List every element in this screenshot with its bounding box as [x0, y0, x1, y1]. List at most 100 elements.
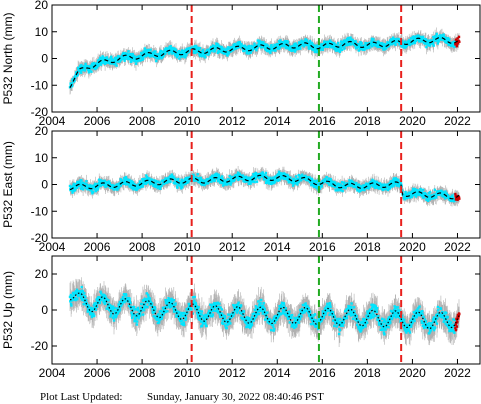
- data-point: [246, 46, 250, 49]
- data-point: [446, 37, 450, 40]
- data-point: [144, 178, 147, 182]
- data-point: [174, 48, 178, 51]
- data-point: [119, 184, 123, 187]
- data-point: [226, 54, 229, 57]
- data-point: [445, 38, 449, 42]
- x-tick-label: 2014: [264, 114, 291, 128]
- data-point: [114, 62, 117, 65]
- data-point: [360, 48, 363, 51]
- data-point: [382, 42, 386, 46]
- data-point: [191, 176, 194, 179]
- data-point: [265, 181, 268, 185]
- data-point: [179, 184, 183, 187]
- data-point: [424, 38, 428, 41]
- data-point: [228, 182, 231, 185]
- data-point: [131, 181, 135, 184]
- data-point: [338, 50, 342, 53]
- data-point: [167, 47, 170, 50]
- data-point: [94, 67, 97, 71]
- data-point: [154, 50, 157, 53]
- data-point: [94, 189, 98, 193]
- data-point: [354, 40, 357, 43]
- y-tick-label: 20: [35, 0, 49, 12]
- data-point: [109, 61, 113, 65]
- data-point: [265, 43, 268, 46]
- data-point: [308, 39, 312, 43]
- data-point: [216, 42, 219, 46]
- data-point: [92, 61, 96, 65]
- data-point: [116, 58, 119, 61]
- data-point: [239, 174, 242, 177]
- data-point: [217, 174, 221, 177]
- data-point: [153, 179, 156, 182]
- data-point: [256, 39, 259, 42]
- data-point: [273, 180, 277, 184]
- data-point: [187, 180, 190, 184]
- data-point: [124, 175, 128, 179]
- data-point: [142, 57, 145, 60]
- data-point: [243, 46, 246, 49]
- data-point: [413, 38, 417, 41]
- data-point: [293, 48, 296, 52]
- data-point: [150, 178, 154, 182]
- data-point: [221, 177, 224, 181]
- data-point: [279, 39, 282, 42]
- data-point: [240, 43, 243, 46]
- data-point: [158, 181, 162, 184]
- data-point: [105, 56, 109, 59]
- data-point: [234, 177, 237, 180]
- data-point: [113, 60, 116, 63]
- data-point: [91, 192, 94, 195]
- y-tick-label: -10: [31, 78, 49, 92]
- data-point: [174, 54, 177, 57]
- data-point: [241, 44, 244, 48]
- data-point: [440, 34, 444, 37]
- data-point: [103, 62, 107, 65]
- data-point: [376, 42, 379, 45]
- data-point: [77, 184, 81, 187]
- data-point: [162, 50, 165, 53]
- data-point: [90, 186, 93, 189]
- data-point: [360, 41, 363, 45]
- data-point: [93, 184, 96, 187]
- data-point: [426, 42, 430, 45]
- data-point: [143, 55, 146, 58]
- model-line: [69, 36, 460, 88]
- data-point: [100, 61, 104, 64]
- data-point: [99, 58, 102, 62]
- data-point: [91, 63, 94, 66]
- y-tick-label: 0: [41, 52, 48, 66]
- data-point: [144, 55, 147, 58]
- data-point: [315, 50, 318, 54]
- data-point: [291, 49, 295, 52]
- data-point: [419, 35, 423, 39]
- data-point: [438, 38, 441, 41]
- data-point: [456, 37, 459, 40]
- data-point: [406, 42, 410, 45]
- data-point: [349, 36, 352, 39]
- data-point: [141, 180, 144, 183]
- data-point: [134, 62, 138, 65]
- x-tick-label: 2012: [219, 114, 246, 128]
- data-point: [184, 176, 188, 180]
- data-point: [299, 47, 302, 50]
- data-point: [340, 48, 344, 52]
- data-point: [258, 39, 261, 42]
- data-point: [80, 64, 83, 67]
- data-point: [330, 41, 333, 44]
- data-point: [86, 65, 89, 69]
- data-point: [258, 172, 261, 176]
- data-point: [269, 51, 272, 54]
- data-point: [333, 47, 336, 51]
- data-point: [331, 46, 334, 49]
- data-point: [283, 43, 286, 46]
- data-point: [251, 175, 254, 179]
- data-point: [184, 56, 187, 59]
- data-point: [272, 46, 275, 49]
- data-point: [156, 187, 159, 190]
- data-point: [79, 187, 83, 190]
- data-point: [293, 50, 297, 53]
- data-point: [169, 180, 172, 183]
- data-point: [140, 51, 143, 55]
